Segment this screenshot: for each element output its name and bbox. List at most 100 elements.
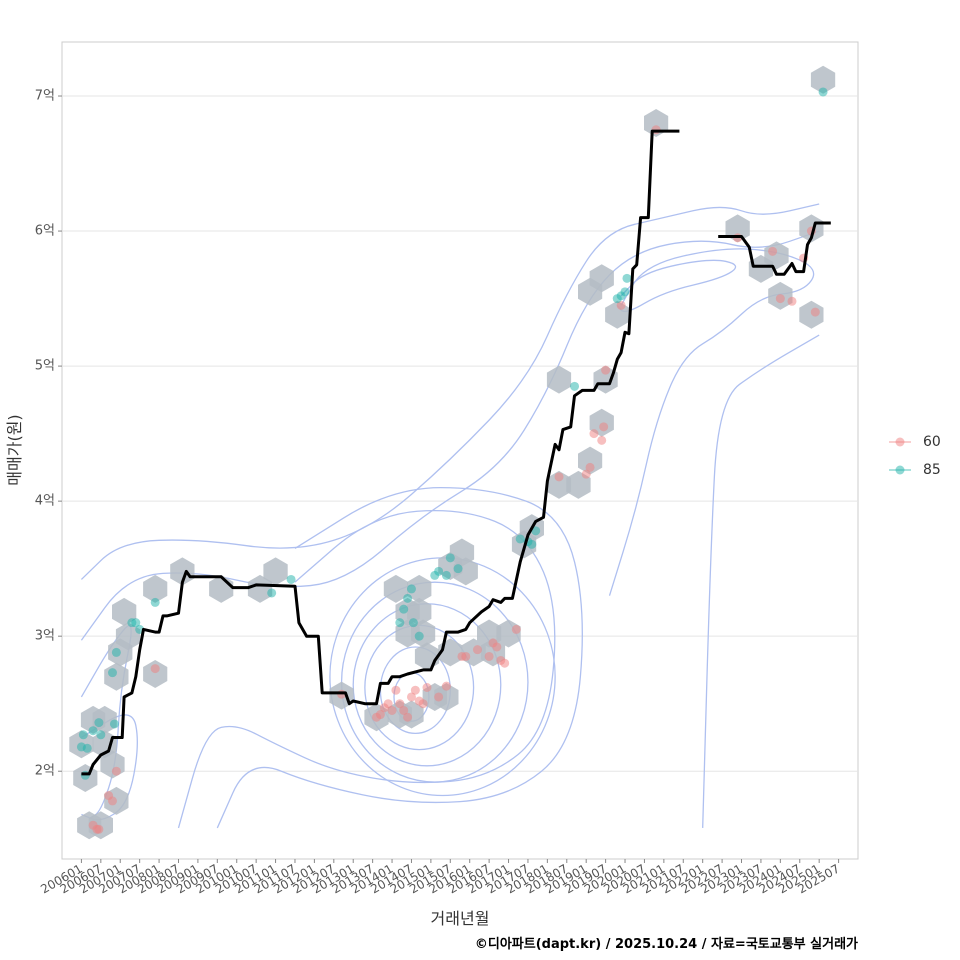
data-point-85: [403, 593, 413, 603]
data-point-60: [434, 692, 444, 702]
data-point-85: [515, 534, 525, 544]
data-point-60: [616, 300, 626, 310]
data-point-60: [554, 472, 564, 482]
data-point-85: [286, 574, 296, 584]
density-contour: [702, 334, 820, 828]
hexbin-cell: [578, 446, 603, 475]
data-point-60: [768, 246, 778, 256]
density-contour: [80, 203, 820, 580]
data-point-60: [387, 705, 397, 715]
y-axis-title: 매매가(원): [5, 414, 24, 485]
data-point-60: [585, 462, 595, 472]
data-point-85: [399, 604, 409, 614]
data-point-85: [445, 553, 455, 563]
data-point-85: [78, 730, 88, 740]
plot-panel: [61, 41, 859, 860]
density-contour: [616, 259, 737, 313]
hexbin-cell: [383, 574, 409, 603]
data-point-85: [622, 273, 632, 283]
trend-line-segment: [718, 221, 831, 276]
data-point-60: [107, 796, 117, 806]
data-point-60: [418, 699, 428, 709]
data-point-85: [453, 564, 463, 574]
x-axis-title: 거래년월: [431, 909, 490, 928]
hexbin-cell: [546, 365, 572, 394]
data-point-60: [810, 307, 820, 317]
x-axis-ticks: 2006012006072007012007072008012008072009…: [38, 859, 842, 897]
density-contour: [216, 486, 583, 829]
data-point-85: [395, 618, 405, 628]
data-point-85: [131, 618, 141, 628]
data-point-85: [434, 566, 444, 576]
data-point-60: [441, 681, 451, 691]
hexbin-cell: [593, 365, 618, 394]
data-point-85: [570, 381, 580, 391]
data-point-60: [395, 699, 405, 709]
data-point-60: [403, 712, 413, 722]
hexbin-cell: [810, 65, 836, 94]
trend-line: [81, 129, 831, 776]
data-point-85: [267, 588, 277, 598]
hexbin-cell: [434, 683, 459, 711]
hexbin-cell: [411, 619, 436, 648]
data-point-85: [88, 726, 98, 736]
hexbin-cell: [115, 622, 141, 651]
data-point-85: [82, 743, 92, 753]
data-point-60: [399, 705, 409, 715]
y-tick-label: 2억: [35, 764, 55, 779]
legend-label-85: 85: [923, 462, 941, 478]
data-point-85: [111, 647, 121, 657]
y-tick-label: 3억: [35, 629, 55, 644]
legend-label-60: 60: [923, 434, 941, 450]
data-point-60: [581, 469, 591, 479]
data-point-60: [787, 296, 797, 306]
hexbin-cell: [407, 574, 432, 603]
data-point-60: [472, 645, 482, 655]
y-tick-label: 5억: [35, 359, 55, 374]
data-point-60: [597, 435, 607, 445]
hexbin-cell: [453, 557, 478, 586]
hexbin-cell: [143, 574, 168, 603]
data-point-85: [620, 287, 630, 297]
hexbin-cell: [589, 264, 614, 293]
trend-line-segment: [81, 129, 680, 776]
density-contour: [177, 509, 556, 829]
data-point-85: [406, 584, 416, 594]
hexbin-cell: [143, 660, 168, 688]
density-contour: [80, 230, 820, 641]
data-point-60: [461, 651, 471, 661]
data-point-85: [414, 631, 424, 641]
data-point-85: [109, 719, 119, 729]
legend-swatch-85: [895, 465, 905, 475]
density-contour: [608, 248, 815, 596]
data-point-60: [775, 294, 785, 304]
data-point-60: [150, 664, 160, 674]
y-tick-label: 6억: [35, 224, 55, 239]
data-point-85: [818, 87, 828, 97]
hexbin-cell: [799, 300, 824, 329]
data-point-60: [484, 651, 494, 661]
y-tick-label: 4억: [35, 494, 55, 509]
legend-swatch-60: [895, 437, 905, 447]
hexbin-cell: [247, 574, 273, 603]
data-point-85: [150, 597, 160, 607]
data-point-60: [94, 824, 104, 834]
data-point-60: [375, 710, 385, 720]
data-point-85: [107, 668, 117, 678]
data-point-60: [492, 642, 502, 652]
data-point-60: [383, 699, 393, 709]
hexbin-cell: [263, 557, 288, 586]
data-point-60: [410, 685, 420, 695]
data-point-85: [94, 718, 104, 728]
data-point-60: [589, 429, 599, 439]
data-point-60: [511, 624, 521, 634]
legend: 60 85: [889, 434, 941, 478]
hexbin-cell: [170, 557, 195, 586]
data-point-60: [422, 682, 432, 692]
data-point-85: [96, 730, 106, 740]
hexbin-cell: [546, 470, 572, 499]
data-point-60: [601, 365, 611, 375]
data-point-85: [441, 570, 451, 580]
data-point-85: [527, 539, 537, 549]
